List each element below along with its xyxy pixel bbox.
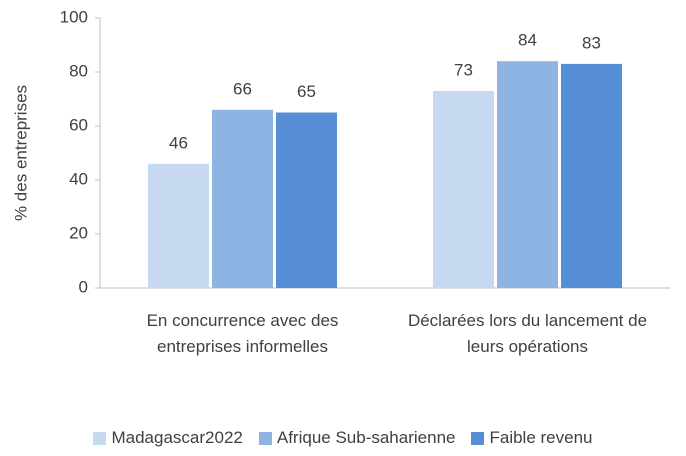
bar xyxy=(148,163,209,288)
bar xyxy=(276,112,337,288)
x-tick-label: En concurrence avec des entreprises info… xyxy=(146,311,339,356)
value-label: 73 xyxy=(454,60,473,79)
y-tick-label: 60 xyxy=(69,115,88,134)
y-tick-label: 20 xyxy=(69,223,88,242)
legend-item: Faible revenu xyxy=(471,428,593,448)
legend-label: Faible revenu xyxy=(489,428,593,447)
value-label: 65 xyxy=(297,82,316,101)
legend: Madagascar2022 Afrique Sub-saharienne Faib… xyxy=(0,428,686,448)
legend-swatch xyxy=(471,431,485,445)
bar xyxy=(561,63,622,289)
value-label: 84 xyxy=(518,31,537,50)
legend-label: Afrique Sub-saharienne xyxy=(276,428,456,447)
y-tick-label: 80 xyxy=(69,61,88,80)
y-axis-label: % des entreprises xyxy=(11,85,30,221)
value-label: 66 xyxy=(233,79,252,98)
legend-swatch xyxy=(258,431,272,445)
y-tick-label: 40 xyxy=(69,169,88,188)
legend-swatch xyxy=(93,431,107,445)
legend-label: Madagascar2022 xyxy=(111,428,243,447)
value-label: 46 xyxy=(169,133,188,152)
value-label: 83 xyxy=(582,33,601,52)
y-tick-label: 100 xyxy=(60,7,88,26)
bar xyxy=(433,90,494,289)
bar xyxy=(212,109,273,288)
y-tick-label: 0 xyxy=(79,277,88,296)
legend-item: Madagascar2022 xyxy=(93,428,243,448)
bar xyxy=(497,61,558,289)
x-tick-label: Déclarées lors du lancement de leurs opé… xyxy=(407,311,648,356)
legend-item: Afrique Sub-saharienne xyxy=(258,428,456,448)
